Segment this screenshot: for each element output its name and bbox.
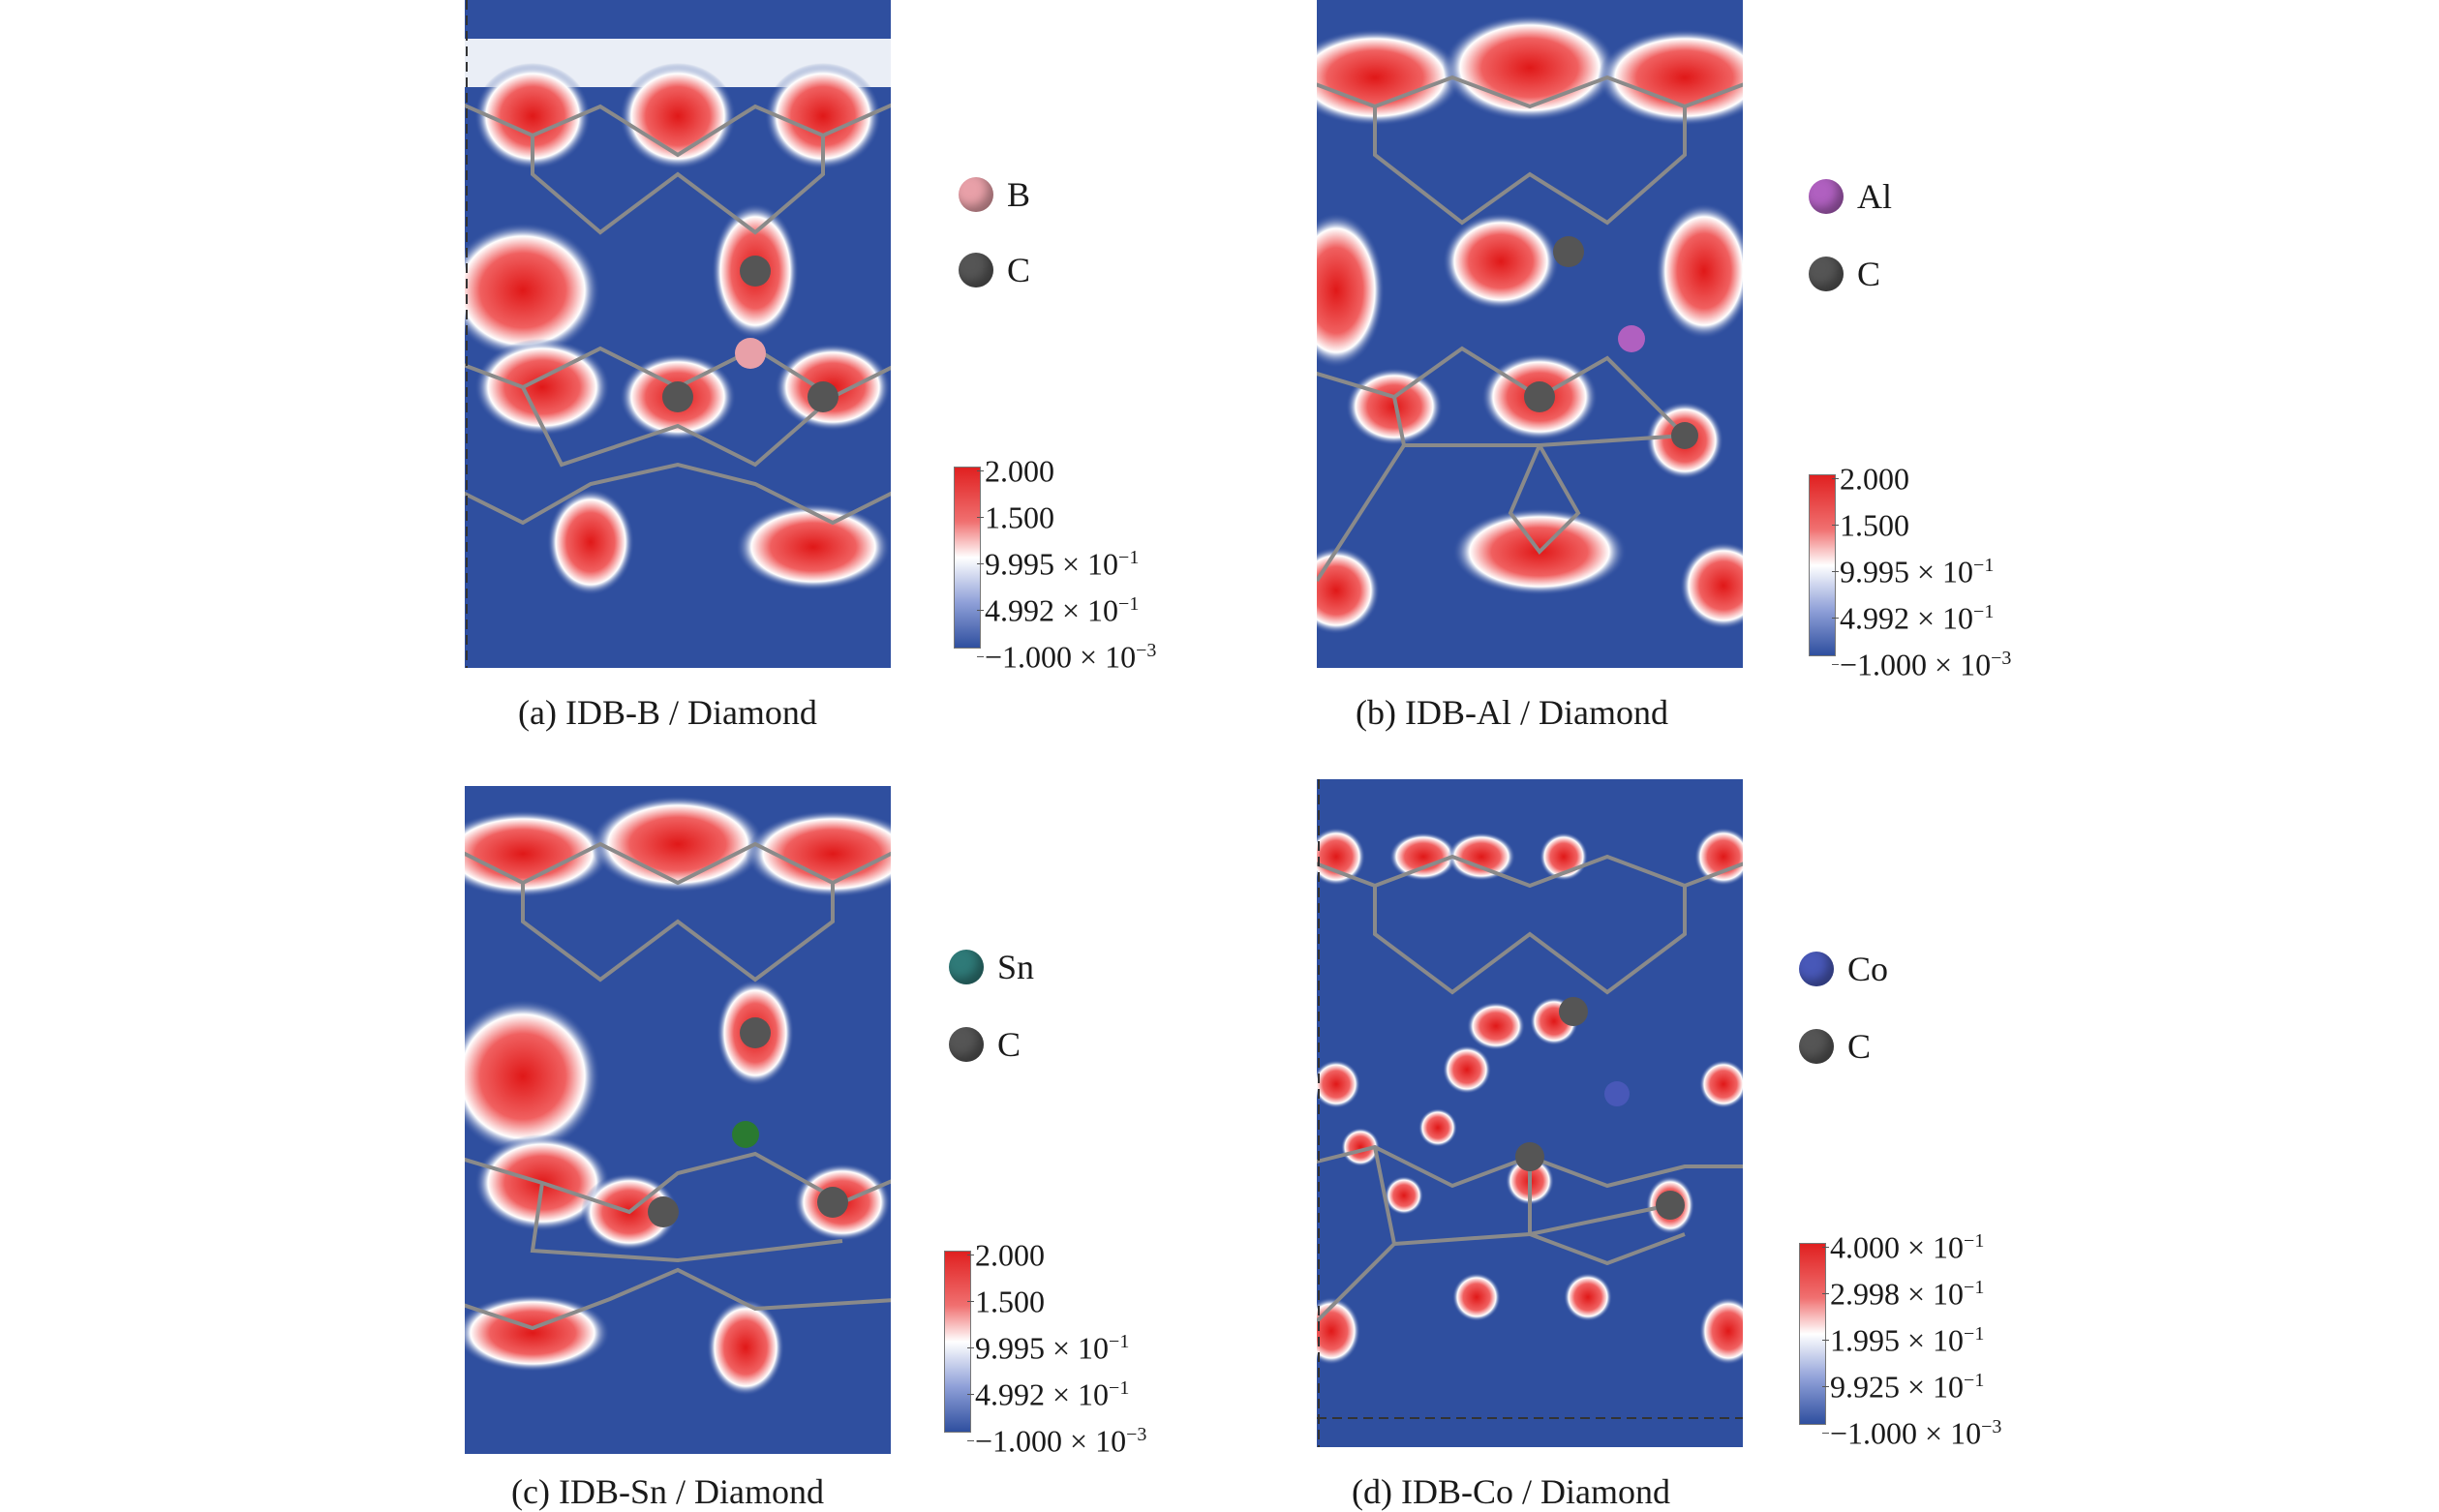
- colorbar-tick: 9.995 × 10−1: [976, 546, 1140, 582]
- colorbar-gradient: [1809, 474, 1836, 656]
- colorbar-tick: −1.000 × 10−3: [1821, 1415, 2002, 1451]
- colorbar-d: 4.000 × 10−1 2.998 × 10−1 1.995 × 10−1 9…: [1799, 1229, 2051, 1449]
- caption-a: (a) IDB-B / Diamond: [518, 693, 817, 732]
- colorbar-b: 2.000 1.500 9.995 × 10−1 4.992 × 10−1 −1…: [1809, 461, 2060, 680]
- carbon-atom-icon: [959, 253, 993, 287]
- dopant-atom-icon: [1809, 179, 1844, 214]
- colorbar-tick: 1.500: [967, 1284, 1045, 1319]
- colorbar-tick: 4.000 × 10−1: [1821, 1229, 1985, 1265]
- legend-item-dopant-a: B: [959, 174, 1030, 215]
- colorbar-tick: 2.000: [967, 1237, 1045, 1273]
- colorbar-tick: 1.500: [1832, 507, 1909, 543]
- colorbar-tick: 9.995 × 10−1: [966, 1330, 1130, 1366]
- carbon-atom-icon: [949, 1027, 984, 1062]
- legend-item-carbon-d: C: [1799, 1026, 1871, 1067]
- colorbar-tick: 1.995 × 10−1: [1821, 1322, 1985, 1358]
- tin-atom: [732, 1121, 759, 1148]
- legend-item-dopant-d: Co: [1799, 949, 1888, 989]
- charge-density-map-d: [1317, 779, 1743, 1447]
- carbon-atom-icon: [1809, 257, 1844, 291]
- colorbar-tick: 2.000: [977, 453, 1054, 489]
- colorbar-tick: 9.995 × 10−1: [1831, 554, 1995, 590]
- caption-b: (b) IDB-Al / Diamond: [1356, 693, 1668, 732]
- legend-label: C: [1007, 251, 1031, 289]
- colorbar-gradient: [944, 1251, 971, 1433]
- density-svg-c: [465, 796, 891, 1396]
- dopant-atom-icon: [1799, 952, 1834, 986]
- colorbar-tick: 4.992 × 10−1: [976, 592, 1140, 628]
- charge-density-map-b: [1317, 0, 1743, 668]
- colorbar-tick: −1.000 × 10−3: [966, 1423, 1147, 1459]
- dopant-atom-icon: [949, 950, 984, 984]
- colorbar-tick: 2.998 × 10−1: [1821, 1276, 1985, 1312]
- colorbar-tick: 9.925 × 10−1: [1821, 1369, 1985, 1405]
- caption-c: (c) IDB-Sn / Diamond: [511, 1472, 824, 1511]
- carbon-atom: [808, 381, 838, 412]
- colorbar-gradient: [1799, 1243, 1826, 1425]
- carbon-atom: [740, 256, 771, 287]
- legend-item-carbon-b: C: [1809, 254, 1880, 294]
- legend-label: C: [1857, 255, 1881, 293]
- legend-label: C: [997, 1025, 1021, 1064]
- boron-atom: [735, 338, 766, 369]
- colorbar-tick: −1.000 × 10−3: [1831, 647, 2012, 682]
- cobalt-atom: [1604, 1081, 1630, 1106]
- colorbar-tick: 2.000: [1832, 461, 1909, 497]
- legend-label: B: [1007, 175, 1031, 214]
- density-svg-d: [1317, 779, 1743, 1447]
- charge-density-map-a: [465, 0, 891, 668]
- colorbar-tick: 4.992 × 10−1: [966, 1376, 1130, 1412]
- legend-label: C: [1847, 1027, 1872, 1066]
- legend-item-carbon-a: C: [959, 250, 1030, 290]
- colorbar-tick: −1.000 × 10−3: [976, 639, 1157, 675]
- caption-d: (d) IDB-Co / Diamond: [1352, 1472, 1670, 1511]
- legend-item-dopant-c: Sn: [949, 947, 1034, 987]
- carbon-atom: [662, 381, 693, 412]
- aluminum-atom: [1618, 325, 1645, 352]
- carbon-atom-icon: [1799, 1029, 1834, 1064]
- density-svg-a: [465, 0, 891, 668]
- colorbar-tick: 4.992 × 10−1: [1831, 600, 1995, 636]
- legend-item-carbon-c: C: [949, 1024, 1021, 1065]
- colorbar-gradient: [954, 467, 981, 649]
- colorbar-a: 2.000 1.500 9.995 × 10−1 4.992 × 10−1 −1…: [954, 453, 1205, 673]
- legend-item-dopant-b: Al: [1809, 176, 1892, 217]
- legend-label: Co: [1847, 950, 1889, 988]
- colorbar-tick: 1.500: [977, 499, 1054, 535]
- dopant-atom-icon: [959, 177, 993, 212]
- charge-density-map-c: [465, 786, 891, 1454]
- legend-label: Sn: [997, 948, 1035, 986]
- density-svg-b: [1317, 15, 1743, 634]
- legend-label: Al: [1857, 177, 1892, 216]
- colorbar-c: 2.000 1.500 9.995 × 10−1 4.992 × 10−1 −1…: [944, 1237, 1196, 1457]
